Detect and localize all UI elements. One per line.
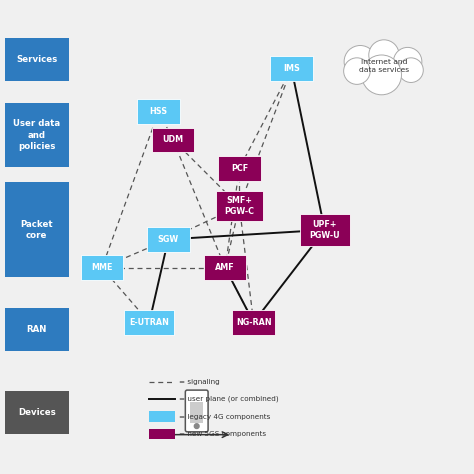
- Text: Devices: Devices: [18, 408, 55, 417]
- Text: Internet and
data services: Internet and data services: [359, 59, 409, 73]
- Circle shape: [369, 40, 399, 70]
- Text: SGW: SGW: [158, 235, 179, 244]
- FancyBboxPatch shape: [5, 391, 69, 434]
- Text: MME: MME: [91, 264, 113, 272]
- Circle shape: [399, 58, 423, 82]
- Circle shape: [362, 55, 401, 95]
- Text: = new 5GS components: = new 5GS components: [179, 431, 266, 437]
- FancyBboxPatch shape: [190, 402, 203, 423]
- FancyBboxPatch shape: [5, 308, 69, 351]
- FancyBboxPatch shape: [232, 310, 275, 335]
- FancyBboxPatch shape: [149, 411, 175, 422]
- FancyBboxPatch shape: [5, 103, 69, 167]
- FancyBboxPatch shape: [185, 390, 208, 432]
- FancyBboxPatch shape: [5, 182, 69, 277]
- Text: Services: Services: [16, 55, 57, 64]
- FancyBboxPatch shape: [204, 255, 246, 280]
- Text: NG-RAN: NG-RAN: [236, 318, 272, 327]
- Text: = user plane (or combined): = user plane (or combined): [179, 396, 279, 402]
- FancyBboxPatch shape: [270, 56, 313, 81]
- Text: UDM: UDM: [163, 136, 183, 144]
- Circle shape: [194, 424, 199, 428]
- FancyBboxPatch shape: [152, 128, 194, 152]
- Text: HSS: HSS: [150, 107, 168, 116]
- FancyBboxPatch shape: [124, 310, 174, 335]
- FancyBboxPatch shape: [147, 227, 190, 252]
- Text: User data
and
policies: User data and policies: [13, 119, 60, 151]
- Text: = legacy 4G components: = legacy 4G components: [179, 414, 271, 419]
- FancyBboxPatch shape: [137, 99, 180, 124]
- Circle shape: [344, 46, 376, 78]
- Text: E-UTRAN: E-UTRAN: [129, 318, 169, 327]
- Circle shape: [344, 58, 370, 84]
- Text: IMS: IMS: [283, 64, 300, 73]
- FancyBboxPatch shape: [5, 38, 69, 81]
- Circle shape: [393, 47, 422, 76]
- FancyBboxPatch shape: [300, 214, 350, 246]
- Text: UPF+
PGW-U: UPF+ PGW-U: [310, 220, 340, 240]
- Text: = signaling: = signaling: [179, 379, 220, 384]
- FancyBboxPatch shape: [218, 156, 261, 181]
- FancyBboxPatch shape: [216, 191, 263, 221]
- FancyBboxPatch shape: [149, 429, 175, 439]
- FancyBboxPatch shape: [81, 255, 123, 280]
- Text: Packet
core: Packet core: [20, 220, 53, 240]
- Text: PCF: PCF: [231, 164, 248, 173]
- Text: RAN: RAN: [27, 325, 47, 334]
- Text: SMF+
PGW-C: SMF+ PGW-C: [224, 196, 255, 216]
- Text: AMF: AMF: [215, 264, 235, 272]
